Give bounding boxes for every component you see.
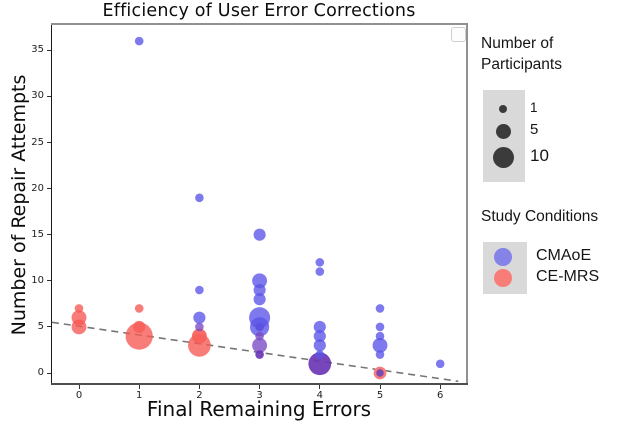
- data-point: [313, 339, 326, 352]
- data-point: [71, 319, 87, 335]
- scatter-canvas: [51, 36, 459, 383]
- x-tick-mark: [138, 385, 140, 389]
- x-tick-mark: [78, 385, 80, 389]
- data-point: [375, 322, 385, 332]
- condition-legend-swatch: [494, 269, 512, 287]
- y-tick-mark: [47, 234, 51, 236]
- y-tick-label: 5: [37, 320, 44, 332]
- x-tick-label: 4: [316, 390, 323, 401]
- data-point: [375, 331, 385, 341]
- empty-legend-box: [451, 27, 466, 42]
- y-tick-mark: [47, 188, 51, 190]
- y-tick-mark: [47, 280, 51, 282]
- data-point: [435, 359, 445, 369]
- data-point: [308, 352, 332, 376]
- condition-legend-label: CMAoE: [536, 247, 592, 264]
- y-tick-label: 25: [31, 136, 44, 148]
- trend-line: [51, 321, 459, 383]
- x-tick-label: 2: [196, 390, 203, 401]
- legend-size-title: Number of Participants: [481, 35, 562, 73]
- y-tick-mark: [47, 142, 51, 143]
- y-tick-label: 20: [31, 182, 44, 194]
- data-point: [315, 350, 325, 359]
- x-axis-label: Final Remaining Errors: [146, 397, 372, 421]
- size-legend-value: 5: [530, 121, 539, 138]
- data-point: [253, 283, 266, 297]
- data-point: [74, 304, 84, 313]
- data-point: [125, 322, 153, 350]
- condition-legend-swatch: [494, 248, 512, 266]
- plot-spine-bottom: [51, 383, 468, 385]
- data-point: [134, 36, 144, 46]
- data-point: [313, 320, 326, 333]
- data-point: [255, 331, 264, 341]
- data-point: [255, 322, 264, 332]
- size-legend-value: 10: [530, 146, 549, 165]
- data-point: [255, 350, 264, 359]
- y-tick-mark: [47, 372, 51, 374]
- data-point: [195, 285, 204, 295]
- data-point: [313, 330, 326, 343]
- size-legend-swatch: [499, 105, 507, 113]
- y-tick-mark: [47, 95, 51, 97]
- size-legend-swatch: [492, 146, 514, 168]
- x-tick-mark: [259, 385, 261, 389]
- x-tick-label: 1: [136, 390, 143, 401]
- y-tick-label: 0: [37, 367, 44, 378]
- y-axis-label: Number of Repair Attempts: [8, 74, 30, 336]
- condition-legend-label: CE-MRS: [536, 268, 600, 285]
- data-point: [191, 328, 207, 344]
- size-legend-value: 1: [530, 100, 538, 115]
- plot-spine-right: [466, 23, 468, 385]
- legend-conditions-title: Study Conditions: [481, 208, 599, 225]
- y-tick-label: 15: [31, 228, 44, 240]
- data-point: [195, 193, 204, 203]
- data-point: [372, 337, 388, 353]
- legend-size-box: [483, 90, 525, 182]
- y-tick-label: 30: [31, 90, 44, 102]
- x-tick-mark: [319, 385, 321, 389]
- data-point: [315, 267, 325, 276]
- plot-area: [51, 25, 466, 383]
- data-point: [134, 304, 144, 313]
- data-point: [252, 337, 268, 353]
- data-point: [315, 258, 325, 267]
- x-tick-label: 5: [376, 390, 384, 401]
- chart-title: Efficiency of User Error Corrections: [102, 1, 416, 21]
- x-tick-label: 6: [437, 390, 444, 401]
- x-tick-label: 0: [75, 390, 83, 401]
- size-legend-swatch: [495, 123, 511, 139]
- plot-spine-top: [51, 23, 468, 25]
- data-point: [375, 350, 385, 359]
- data-point: [253, 228, 266, 241]
- data-point: [252, 273, 268, 289]
- data-point: [133, 320, 146, 333]
- x-tick-mark: [198, 385, 200, 389]
- x-tick-label: 3: [256, 390, 263, 401]
- y-tick-label: 10: [31, 274, 44, 286]
- legend-conditions-box: [483, 242, 527, 294]
- x-tick-mark: [439, 385, 441, 389]
- y-tick-mark: [47, 326, 51, 328]
- y-tick-mark: [47, 49, 51, 51]
- y-tick-label: 35: [31, 44, 44, 56]
- data-point: [375, 304, 385, 313]
- x-tick-mark: [379, 385, 381, 389]
- data-point: [253, 293, 266, 306]
- plot-spine-left: [51, 25, 52, 383]
- data-point: [193, 311, 206, 324]
- data-point: [195, 322, 204, 332]
- data-point: [373, 366, 387, 380]
